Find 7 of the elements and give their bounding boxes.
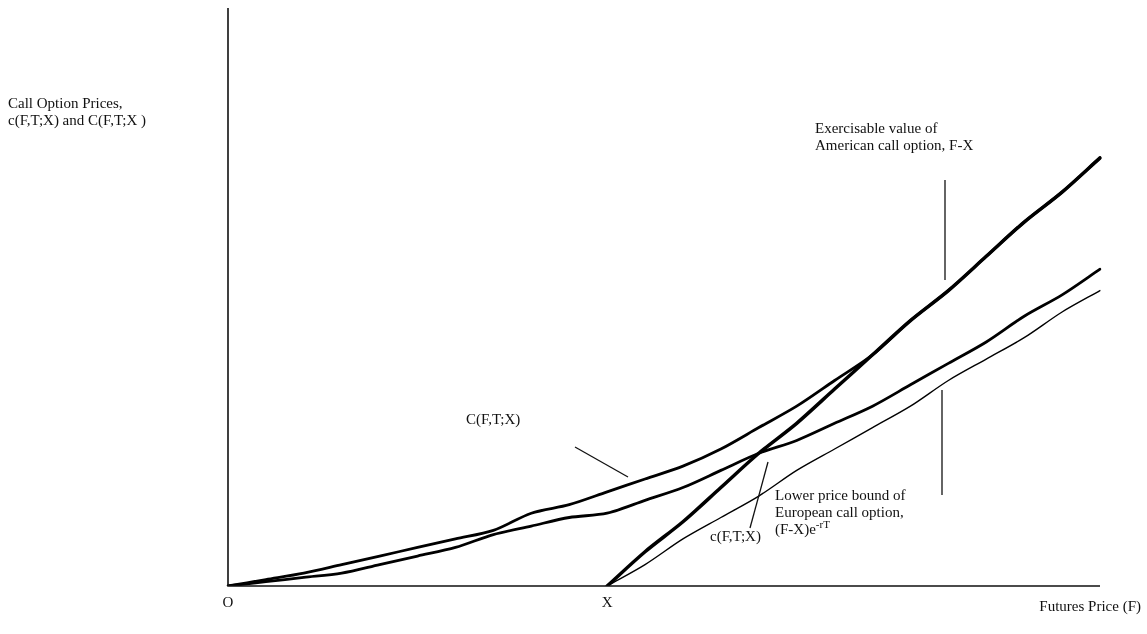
x-tick-label: O xyxy=(222,593,234,610)
text: Call Option Prices, c(F,T;X) and C(F,T;X ) xyxy=(8,95,147,129)
annotation: C(F,T;X) xyxy=(466,411,521,428)
annotation: c(F,T;X) xyxy=(710,528,761,545)
x-axis-title: Futures Price (F) xyxy=(1039,598,1141,615)
text: Exercisable value of American call option, F-X xyxy=(815,120,974,153)
x-tick-label: X xyxy=(601,593,613,610)
